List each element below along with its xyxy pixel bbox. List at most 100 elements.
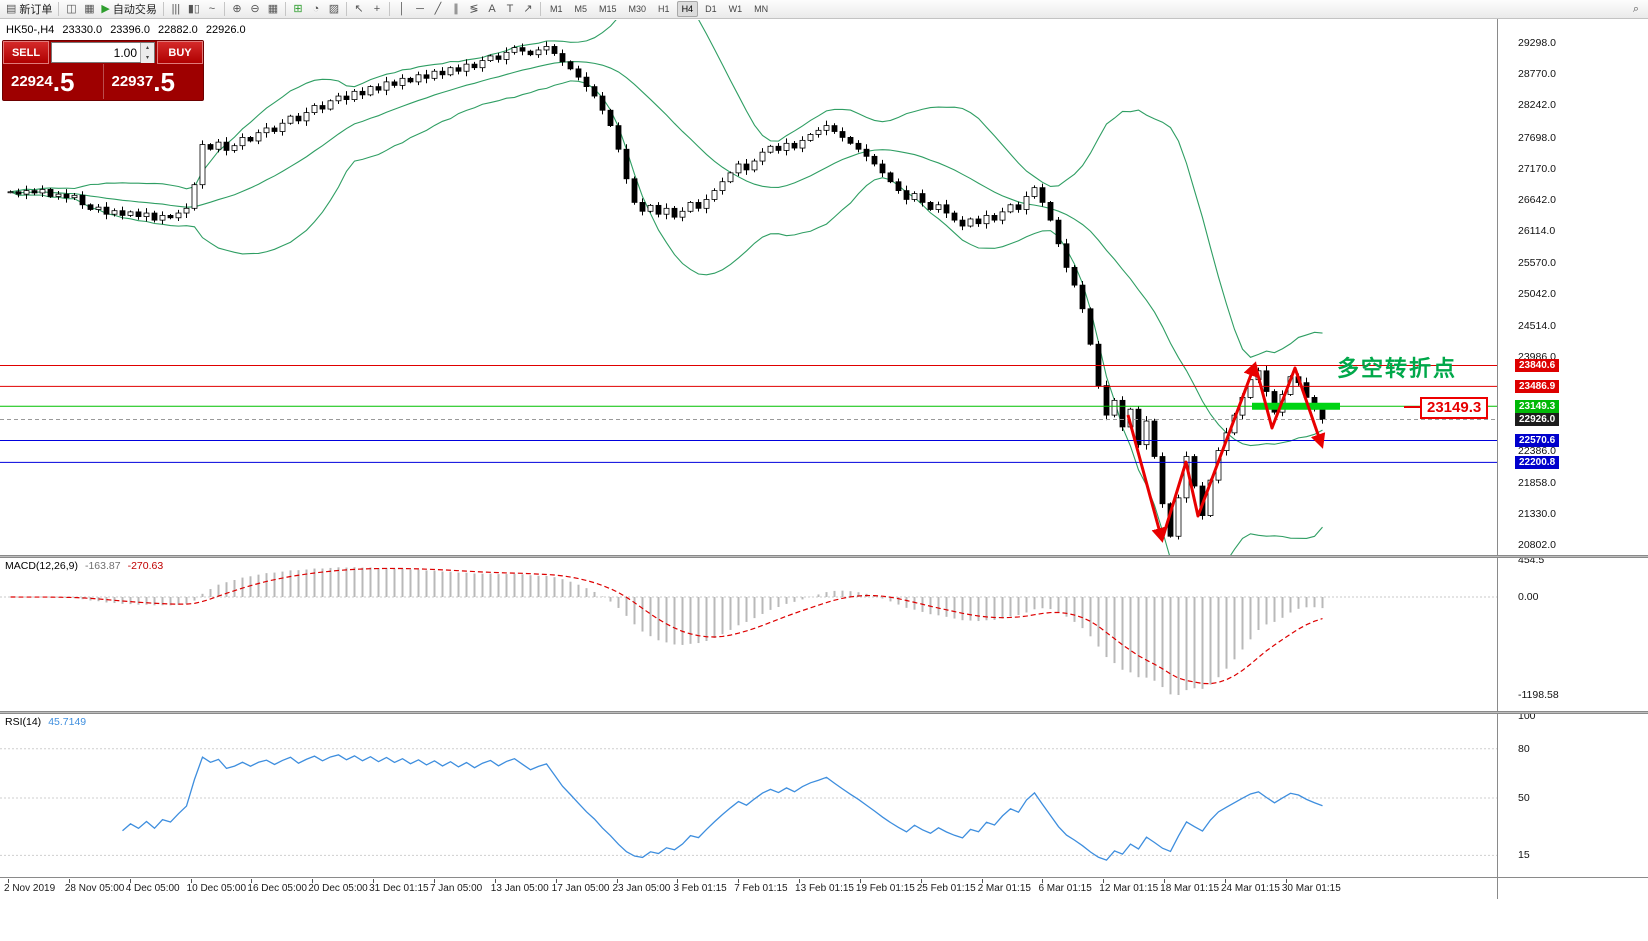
fibonacci-button[interactable]: ≶ — [465, 1, 483, 18]
charts-window-button[interactable]: ◫ — [62, 1, 80, 18]
add-indicator-icon: ⊞ — [293, 2, 303, 15]
time-axis-label: 10 Dec 05:00 — [186, 883, 247, 894]
charts-window-icon: ◫ — [66, 2, 77, 15]
toolbar-separator — [345, 2, 347, 16]
price-tag: 23840.6 — [1515, 358, 1560, 372]
time-axis-label: 30 Mar 01:15 — [1281, 883, 1341, 894]
macd-panel-separator[interactable] — [0, 555, 1648, 558]
time-axis-tick — [433, 879, 435, 883]
turning-point-annotation[interactable]: 多空转折点 — [1337, 356, 1458, 381]
tile-windows-button[interactable]: ▦ — [264, 1, 282, 18]
cursor-icon: ↖ — [354, 2, 364, 15]
time-axis-tick — [738, 879, 740, 883]
time-axis-border — [0, 877, 1648, 878]
timeframe-h1[interactable]: H1 — [658, 4, 670, 14]
price-axis-label: 26642.0 — [1518, 193, 1556, 206]
vertical-line-button[interactable]: │ — [393, 1, 411, 18]
time-axis-label: 4 Dec 05:00 — [125, 883, 180, 894]
toolbar-separator — [162, 2, 164, 16]
time-axis-label: 13 Feb 01:15 — [795, 883, 854, 894]
new-order-icon: ▤ — [6, 2, 17, 15]
buy-button[interactable]: BUY — [157, 41, 203, 64]
fibonacci-icon: ≶ — [469, 2, 479, 15]
rsi-panel-separator[interactable] — [0, 711, 1648, 714]
arrows-button[interactable]: ↗ — [519, 1, 537, 18]
timeframe-h4[interactable]: H4 — [676, 1, 699, 17]
time-axis-label: 16 Dec 05:00 — [247, 883, 307, 894]
timeframe-mn[interactable]: MN — [754, 4, 769, 14]
time-axis-tick — [1103, 879, 1105, 883]
time-axis-label: 12 Mar 01:15 — [1099, 883, 1159, 894]
macd-axis-label: -1198.58 — [1518, 689, 1559, 701]
zoom-in-button[interactable]: ⊕ — [228, 1, 246, 18]
symbol-period-label: HK50-,H4 — [6, 24, 55, 36]
time-axis-label: 6 Mar 01:15 — [1038, 883, 1092, 894]
timeframe-m5[interactable]: M5 — [574, 4, 588, 14]
macd-signal-value: -270.63 — [127, 560, 164, 572]
price-axis-label: 22386.0 — [1518, 445, 1556, 458]
autotrading-button[interactable]: ▶ 自动交易 — [98, 1, 159, 18]
text-button[interactable]: A — [483, 1, 501, 18]
templates-icon: ▨ — [328, 2, 340, 15]
timeframe-m15[interactable]: M15 — [599, 4, 617, 14]
time-axis-label: 3 Feb 01:15 — [673, 883, 727, 894]
volume-up-button[interactable]: ▴ — [141, 43, 154, 53]
new-order-button[interactable]: ▤ 新订单 — [3, 1, 55, 18]
timeframe-d1[interactable]: D1 — [705, 4, 717, 14]
crosshair-button[interactable]: + — [368, 1, 386, 18]
channel-button[interactable]: ∥ — [447, 1, 465, 18]
rsi-axis-label: 50 — [1518, 792, 1530, 804]
time-axis-tick — [859, 879, 861, 883]
text-label-button[interactable]: T — [501, 1, 519, 18]
zoom-out-button[interactable]: ⊖ — [246, 1, 264, 18]
line-chart-button[interactable]: ~ — [203, 1, 221, 18]
time-axis-tick — [920, 879, 922, 883]
trendline-button[interactable]: ╱ — [429, 1, 447, 18]
volume-input[interactable] — [52, 43, 140, 62]
time-axis-tick — [251, 879, 253, 883]
period-button[interactable]: ◔ — [307, 1, 325, 18]
timeframe-m30[interactable]: M30 — [628, 4, 647, 14]
chart-canvas[interactable] — [0, 0, 1497, 941]
volume-down-button[interactable]: ▾ — [141, 53, 154, 63]
price-axis-label: 27170.0 — [1518, 162, 1556, 175]
tile-windows-icon: ▦ — [267, 2, 279, 15]
time-axis-label: 7 Feb 01:15 — [734, 883, 788, 894]
time-axis-label: 28 Nov 05:00 — [64, 883, 125, 894]
price-flag-label[interactable]: 23149.3 — [1420, 397, 1489, 419]
zoom-out-icon: ⊖ — [250, 2, 260, 15]
candlestick-chart-button[interactable]: ▮▯ — [185, 1, 203, 18]
templates-button[interactable]: ▨ — [325, 1, 343, 18]
timeframe-w1[interactable]: W1 — [728, 4, 743, 14]
time-axis-tick — [312, 879, 314, 883]
bar-chart-icon: ||| — [171, 2, 181, 15]
horizontal-line-button[interactable]: ─ — [411, 1, 429, 18]
macd-axis-label: 0.00 — [1518, 591, 1539, 603]
time-axis-tick — [555, 879, 557, 883]
time-axis-tick — [677, 879, 679, 883]
search-button[interactable]: ⌕ — [1627, 1, 1645, 18]
text-label-icon: T — [506, 2, 514, 15]
sell-price[interactable]: 22924 .5 — [11, 66, 75, 97]
cursor-button[interactable]: ↖ — [350, 1, 368, 18]
price-tag: 23486.9 — [1515, 379, 1560, 393]
time-axis-label: 31 Dec 01:15 — [369, 883, 429, 894]
vertical-line-icon: │ — [398, 2, 406, 15]
volume-spinner: ▴ ▾ — [140, 43, 154, 63]
bar-chart-button[interactable]: ||| — [167, 1, 185, 18]
toolbar-separator — [284, 2, 286, 16]
buy-price[interactable]: 22937 .5 — [102, 64, 204, 99]
price-tag: 22926.0 — [1515, 413, 1560, 426]
timeframe-m1[interactable]: M1 — [549, 4, 563, 14]
price-axis-label: 28770.0 — [1518, 68, 1556, 81]
rsi-label: RSI(14) 45.7149 — [5, 716, 87, 728]
profiles-button[interactable]: ▦ — [80, 1, 98, 18]
time-axis[interactable]: 2 Nov 2019 28 Nov 05:00 4 Dec 05:00 10 Dec … — [0, 878, 1497, 900]
time-axis-label: 2 Mar 01:15 — [977, 883, 1031, 894]
price-axis[interactable]: 29298.0 28770.0 28242.0 27698.0 27170.0 26642… — [1497, 19, 1648, 899]
add-indicator-button[interactable]: ⊞ — [289, 1, 307, 18]
line-chart-icon: ~ — [208, 2, 216, 15]
time-axis-tick — [616, 879, 618, 883]
sell-button[interactable]: SELL — [3, 41, 49, 64]
price-axis-label: 20802.0 — [1518, 539, 1556, 551]
